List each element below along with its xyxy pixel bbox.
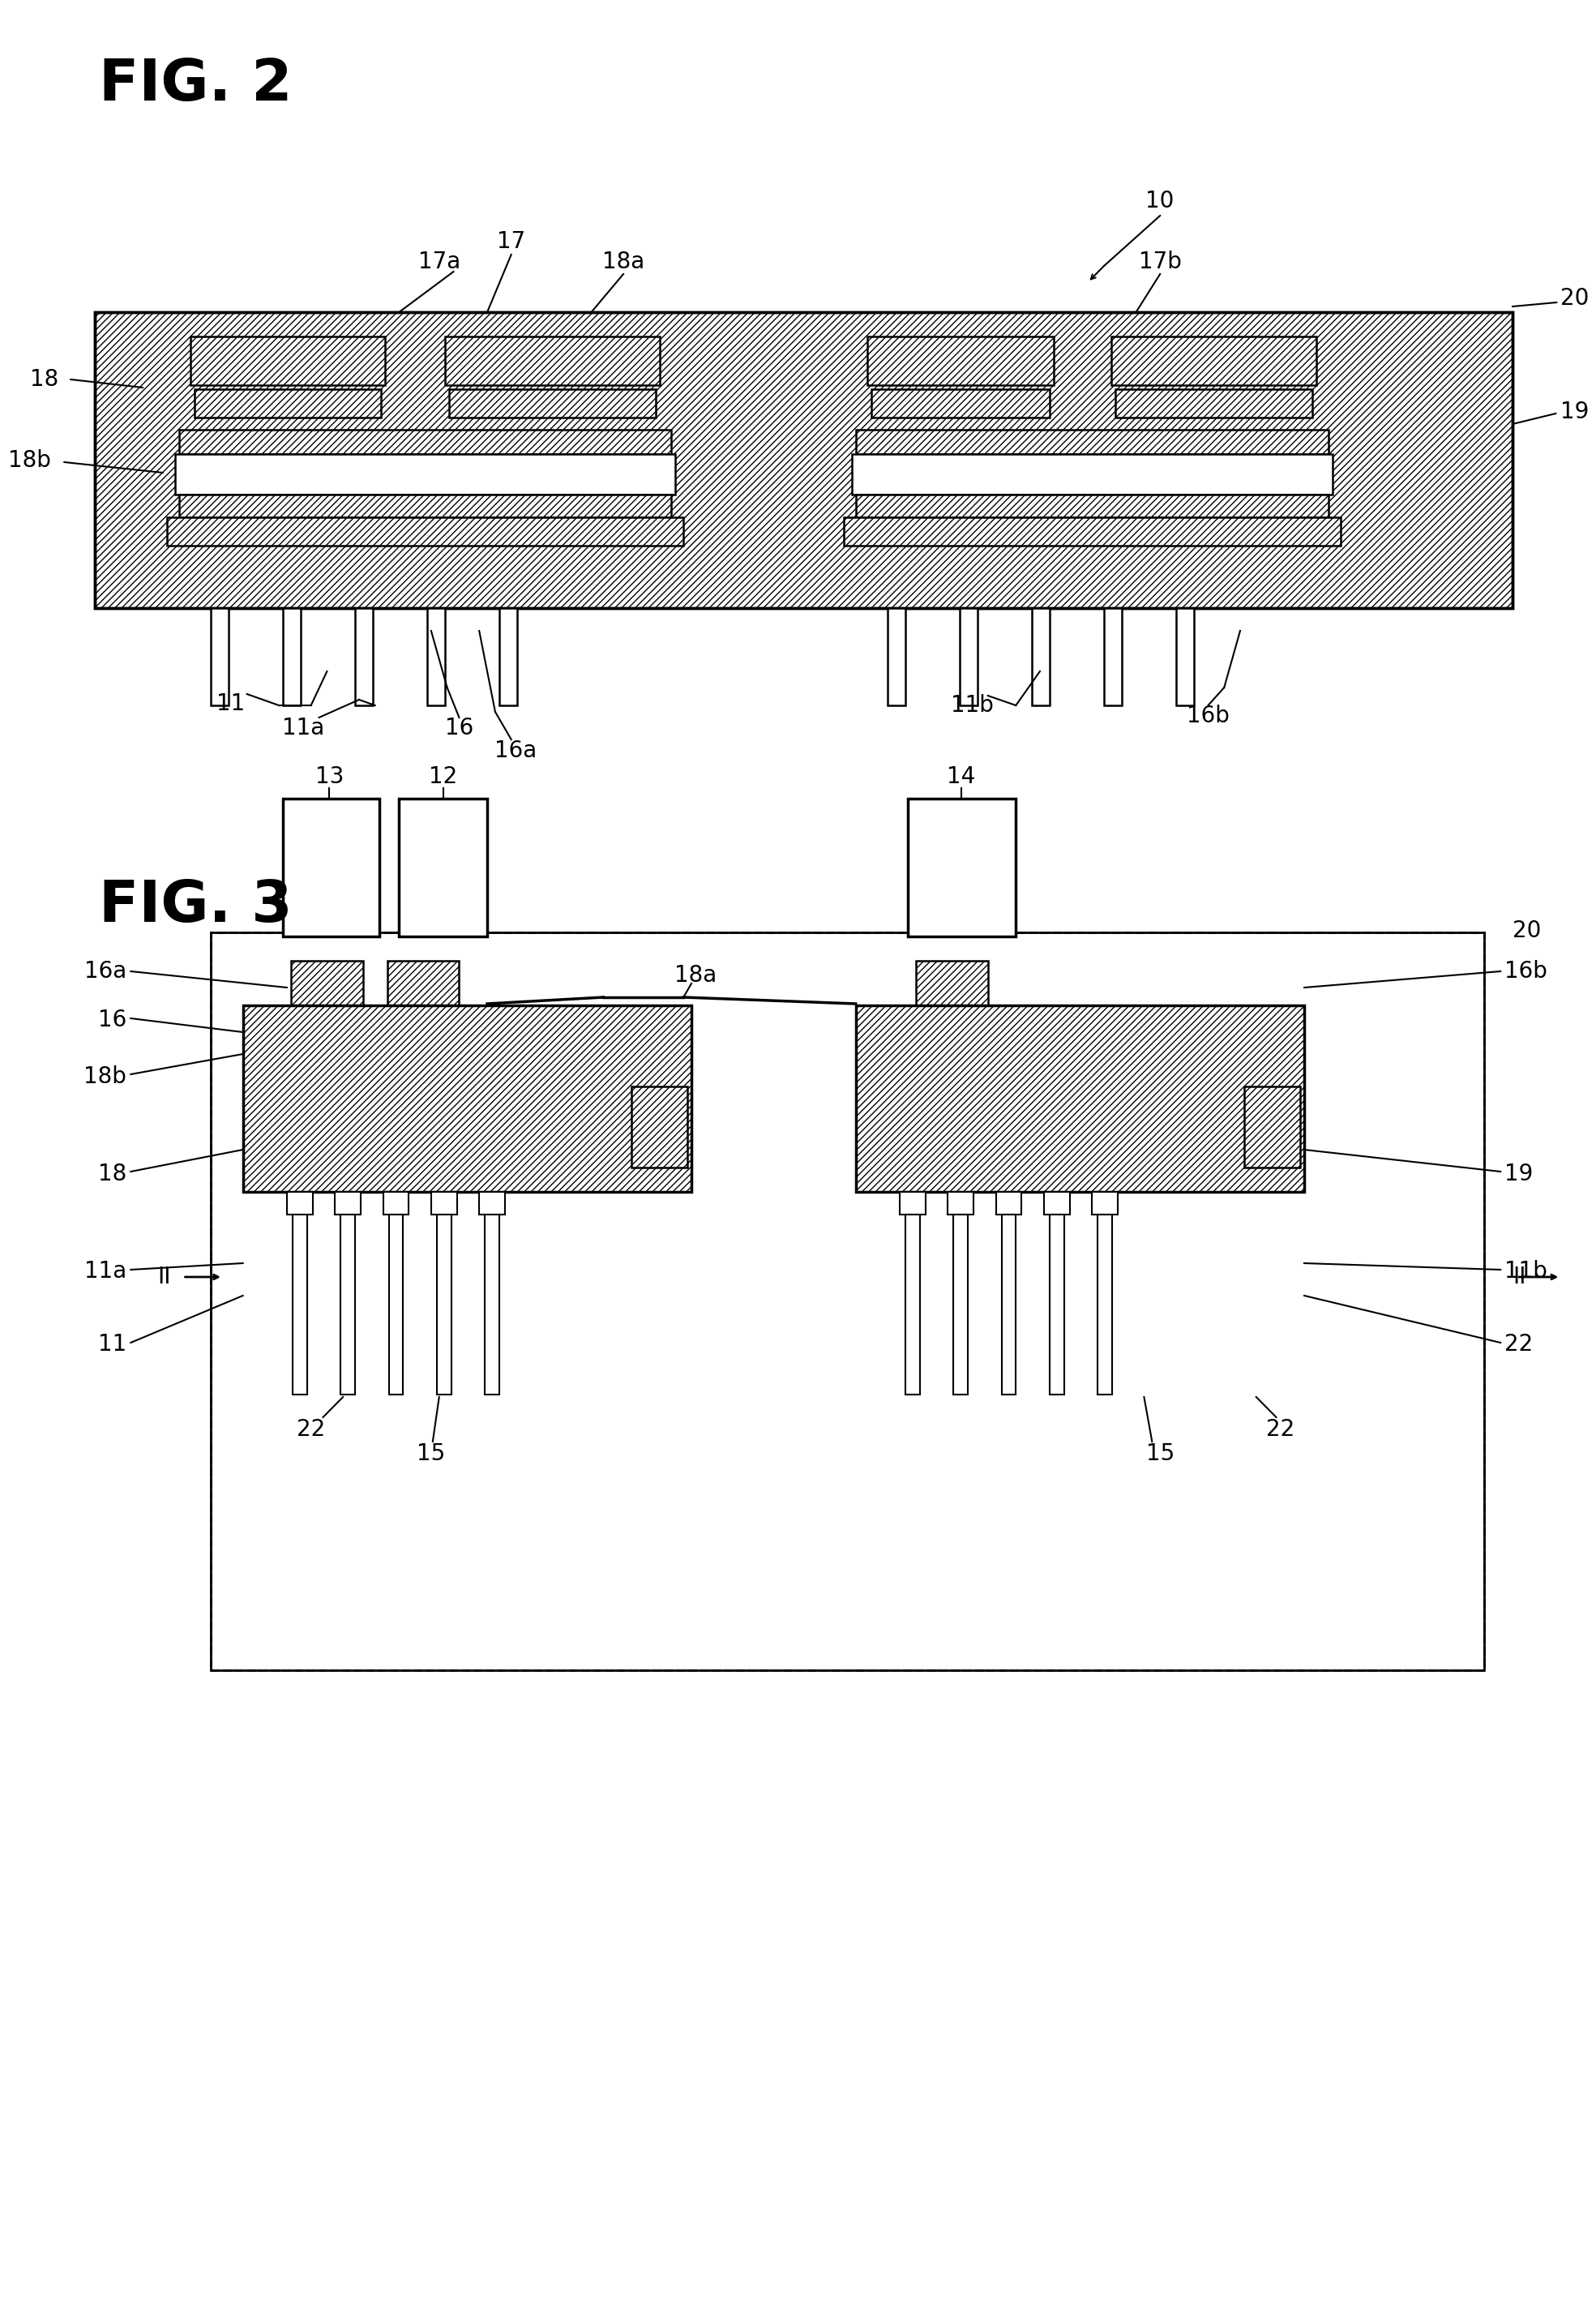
Text: FIG. 3: FIG. 3 (99, 879, 292, 934)
Bar (1111, 336, 1317, 384)
Bar (1001, 1215, 1017, 1394)
Bar (996, 1192, 1021, 1215)
Text: 19: 19 (1561, 400, 1590, 423)
Bar (211, 932, 1484, 1671)
Bar (290, 962, 362, 1012)
Bar (195, 389, 381, 416)
Bar (855, 430, 1328, 453)
Bar (855, 1006, 1304, 1192)
Bar (428, 607, 445, 706)
Bar (900, 1192, 926, 1215)
Text: 16a: 16a (495, 739, 536, 762)
Text: 15: 15 (1146, 1443, 1175, 1466)
Text: 18: 18 (30, 368, 59, 391)
Bar (211, 607, 228, 706)
Text: 17b: 17b (1138, 251, 1181, 274)
Bar (1092, 1192, 1117, 1215)
Text: 16b: 16b (1187, 704, 1229, 727)
Text: 17: 17 (496, 230, 525, 253)
Text: 11: 11 (217, 693, 246, 716)
Bar (399, 798, 487, 937)
Bar (916, 962, 988, 1012)
Bar (176, 453, 675, 495)
Bar (500, 607, 517, 706)
Text: 18a: 18a (602, 251, 645, 274)
Bar (855, 495, 1328, 518)
Bar (1104, 607, 1122, 706)
Bar (383, 1192, 409, 1215)
Bar (354, 607, 372, 706)
Bar (437, 1215, 452, 1394)
Bar (292, 1215, 306, 1394)
Bar (908, 798, 1017, 937)
Bar (852, 453, 1333, 495)
Bar (168, 518, 683, 545)
Bar (905, 1215, 919, 1394)
Bar (485, 1215, 500, 1394)
Bar (632, 1086, 688, 1167)
Bar (1116, 389, 1312, 416)
Bar (389, 1215, 404, 1394)
Text: 20: 20 (1561, 288, 1590, 311)
Bar (448, 389, 656, 416)
Bar (479, 1192, 504, 1215)
Bar (388, 962, 460, 1012)
Bar (844, 518, 1341, 545)
Text: II: II (158, 1266, 171, 1289)
Bar (953, 1215, 967, 1394)
Text: 17a: 17a (418, 251, 460, 274)
Bar (340, 1215, 354, 1394)
Bar (282, 607, 300, 706)
Text: 16a: 16a (85, 960, 126, 983)
Bar (287, 1192, 313, 1215)
Bar (1245, 1086, 1301, 1167)
Text: FIG. 2: FIG. 2 (99, 58, 292, 113)
Bar (211, 932, 1484, 1671)
Bar (1176, 607, 1194, 706)
Text: 22: 22 (1505, 1332, 1534, 1355)
Text: 10: 10 (1146, 189, 1175, 212)
Text: 22: 22 (1266, 1417, 1294, 1440)
Bar (94, 313, 1513, 607)
Text: 11b: 11b (1505, 1261, 1548, 1282)
Bar (1098, 1215, 1112, 1394)
Text: 18: 18 (99, 1162, 126, 1185)
Bar (871, 389, 1050, 416)
Bar (1044, 1192, 1069, 1215)
Bar (445, 336, 659, 384)
Bar (948, 1192, 974, 1215)
Bar (94, 313, 1513, 607)
Bar (868, 336, 1053, 384)
Text: II: II (1513, 1266, 1526, 1289)
Bar (179, 495, 672, 518)
Text: 11a: 11a (282, 716, 324, 739)
Bar (192, 336, 385, 384)
Text: 13: 13 (314, 766, 343, 787)
Text: 12: 12 (429, 766, 458, 787)
Text: 16b: 16b (1505, 960, 1548, 983)
Text: 15: 15 (417, 1443, 445, 1466)
Bar (179, 430, 672, 453)
Bar (243, 1006, 691, 1192)
Text: 18b: 18b (8, 449, 51, 472)
Bar (282, 798, 380, 937)
Text: 11b: 11b (950, 695, 993, 716)
Text: 22: 22 (297, 1417, 326, 1440)
Text: 11a: 11a (85, 1261, 126, 1282)
Bar (431, 1192, 456, 1215)
Bar (887, 607, 905, 706)
Text: 16: 16 (99, 1008, 126, 1031)
Bar (959, 607, 977, 706)
Text: 18b: 18b (85, 1065, 126, 1088)
Bar (335, 1192, 361, 1215)
Text: 20: 20 (1513, 920, 1542, 941)
Text: 14: 14 (946, 766, 975, 787)
Text: 16: 16 (445, 716, 474, 739)
Text: 19: 19 (1505, 1162, 1534, 1185)
Bar (1050, 1215, 1065, 1394)
Text: 18a: 18a (674, 964, 717, 987)
Text: 11: 11 (99, 1332, 126, 1355)
Bar (1033, 607, 1050, 706)
